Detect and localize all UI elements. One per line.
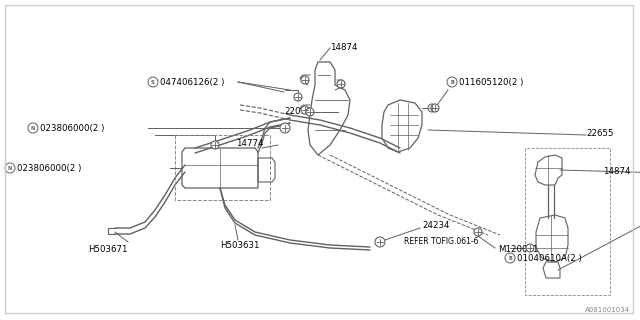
Circle shape (5, 163, 15, 173)
Circle shape (301, 106, 309, 114)
Text: 22012: 22012 (285, 107, 312, 116)
Text: A081001034: A081001034 (585, 307, 630, 313)
Text: M120061: M120061 (498, 245, 538, 254)
Circle shape (431, 104, 439, 112)
Circle shape (148, 77, 158, 87)
Circle shape (474, 228, 482, 236)
Text: N: N (31, 125, 35, 131)
Text: B: B (450, 79, 454, 84)
Text: REFER TOFIG.061-6: REFER TOFIG.061-6 (404, 237, 479, 246)
Circle shape (505, 253, 515, 263)
Text: 14874: 14874 (330, 43, 358, 52)
Circle shape (337, 80, 345, 88)
Circle shape (28, 123, 38, 133)
Circle shape (375, 237, 385, 247)
Text: 047406126(2 ): 047406126(2 ) (160, 77, 225, 86)
Circle shape (301, 76, 309, 84)
Circle shape (526, 244, 534, 252)
Text: 023806000(2 ): 023806000(2 ) (17, 164, 81, 172)
Text: 023806000(2 ): 023806000(2 ) (40, 124, 104, 132)
Circle shape (306, 108, 314, 116)
Text: 011605120(2 ): 011605120(2 ) (459, 77, 524, 86)
Circle shape (211, 141, 219, 149)
Text: B: B (508, 255, 512, 260)
Text: 14874: 14874 (603, 167, 630, 177)
Text: 14774: 14774 (237, 140, 264, 148)
Circle shape (428, 104, 436, 112)
Text: 22655: 22655 (586, 129, 614, 138)
Circle shape (447, 77, 457, 87)
Text: N: N (8, 165, 12, 171)
Text: H503671: H503671 (88, 245, 127, 254)
Circle shape (280, 123, 290, 133)
Text: 24234: 24234 (422, 220, 449, 229)
Circle shape (294, 93, 302, 101)
Text: H503631: H503631 (220, 242, 259, 251)
Text: 01040610A(2 ): 01040610A(2 ) (517, 253, 582, 262)
Text: S: S (151, 79, 155, 84)
